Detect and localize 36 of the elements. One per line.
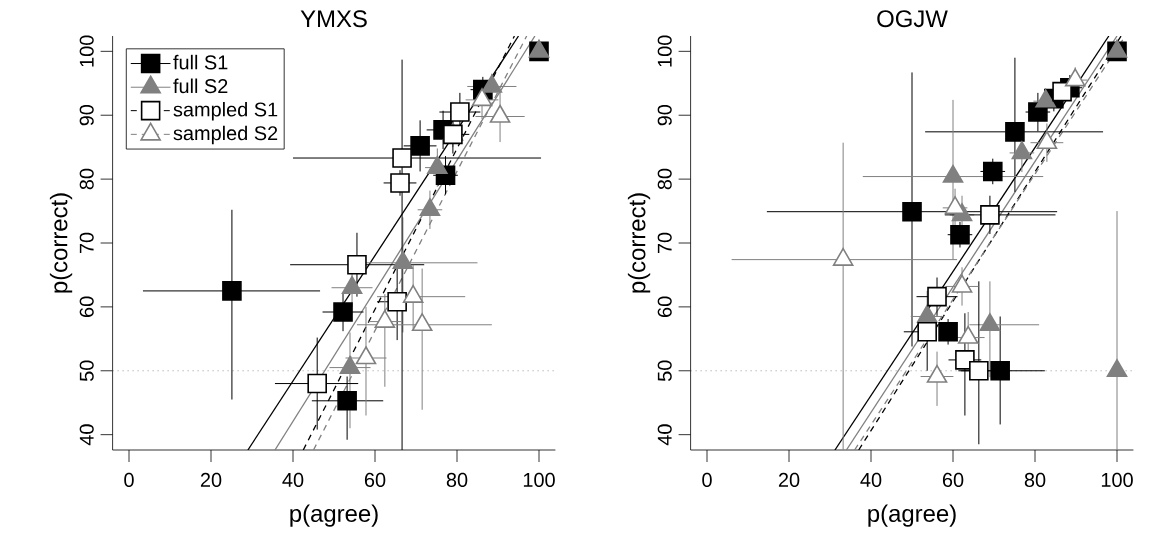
x-tick-label: 100 <box>523 472 555 487</box>
chart-title: YMXS <box>300 10 367 28</box>
x-axis-title: p(agree) <box>290 504 378 527</box>
x-tick-label: 0 <box>702 472 712 487</box>
y-tick-label: 50 <box>79 360 94 382</box>
y-tick-label: 80 <box>657 168 672 190</box>
legend-label: sampled S1 <box>173 101 278 121</box>
y-tick-label: 90 <box>79 104 94 126</box>
x-axis-title: p(agree) <box>868 504 956 527</box>
x-tick-label: 60 <box>942 472 964 487</box>
y-tick-label: 40 <box>79 424 94 446</box>
y-tick-label: 50 <box>657 360 672 382</box>
y-tick-label: 70 <box>657 232 672 254</box>
x-tick-label: 40 <box>282 472 304 487</box>
x-tick-label: 80 <box>446 472 468 487</box>
x-tick-label: 100 <box>1101 472 1133 487</box>
y-tick-label: 40 <box>657 424 672 446</box>
x-tick-label: 80 <box>1024 472 1046 487</box>
legend-label: sampled S2 <box>173 125 278 145</box>
chart-title: OGJW <box>877 10 948 28</box>
y-tick-label: 60 <box>657 296 672 317</box>
x-tick-label: 60 <box>364 472 386 487</box>
y-tick-label: 60 <box>79 296 94 317</box>
x-tick-label: 20 <box>778 472 800 487</box>
y-tick-label: 100 <box>657 35 672 67</box>
y-tick-label: 90 <box>657 104 672 126</box>
y-axis-title: p(correct) <box>49 193 73 293</box>
y-axis-title: p(correct) <box>627 193 651 293</box>
x-tick-label: 40 <box>860 472 882 487</box>
x-tick-label: 20 <box>200 472 222 487</box>
y-tick-label: 100 <box>79 35 94 67</box>
legend-label: full S1 <box>173 54 228 70</box>
x-tick-label: 0 <box>124 472 134 487</box>
legend-label: full S2 <box>173 78 228 94</box>
y-tick-label: 80 <box>79 168 94 190</box>
y-tick-label: 70 <box>79 232 94 254</box>
